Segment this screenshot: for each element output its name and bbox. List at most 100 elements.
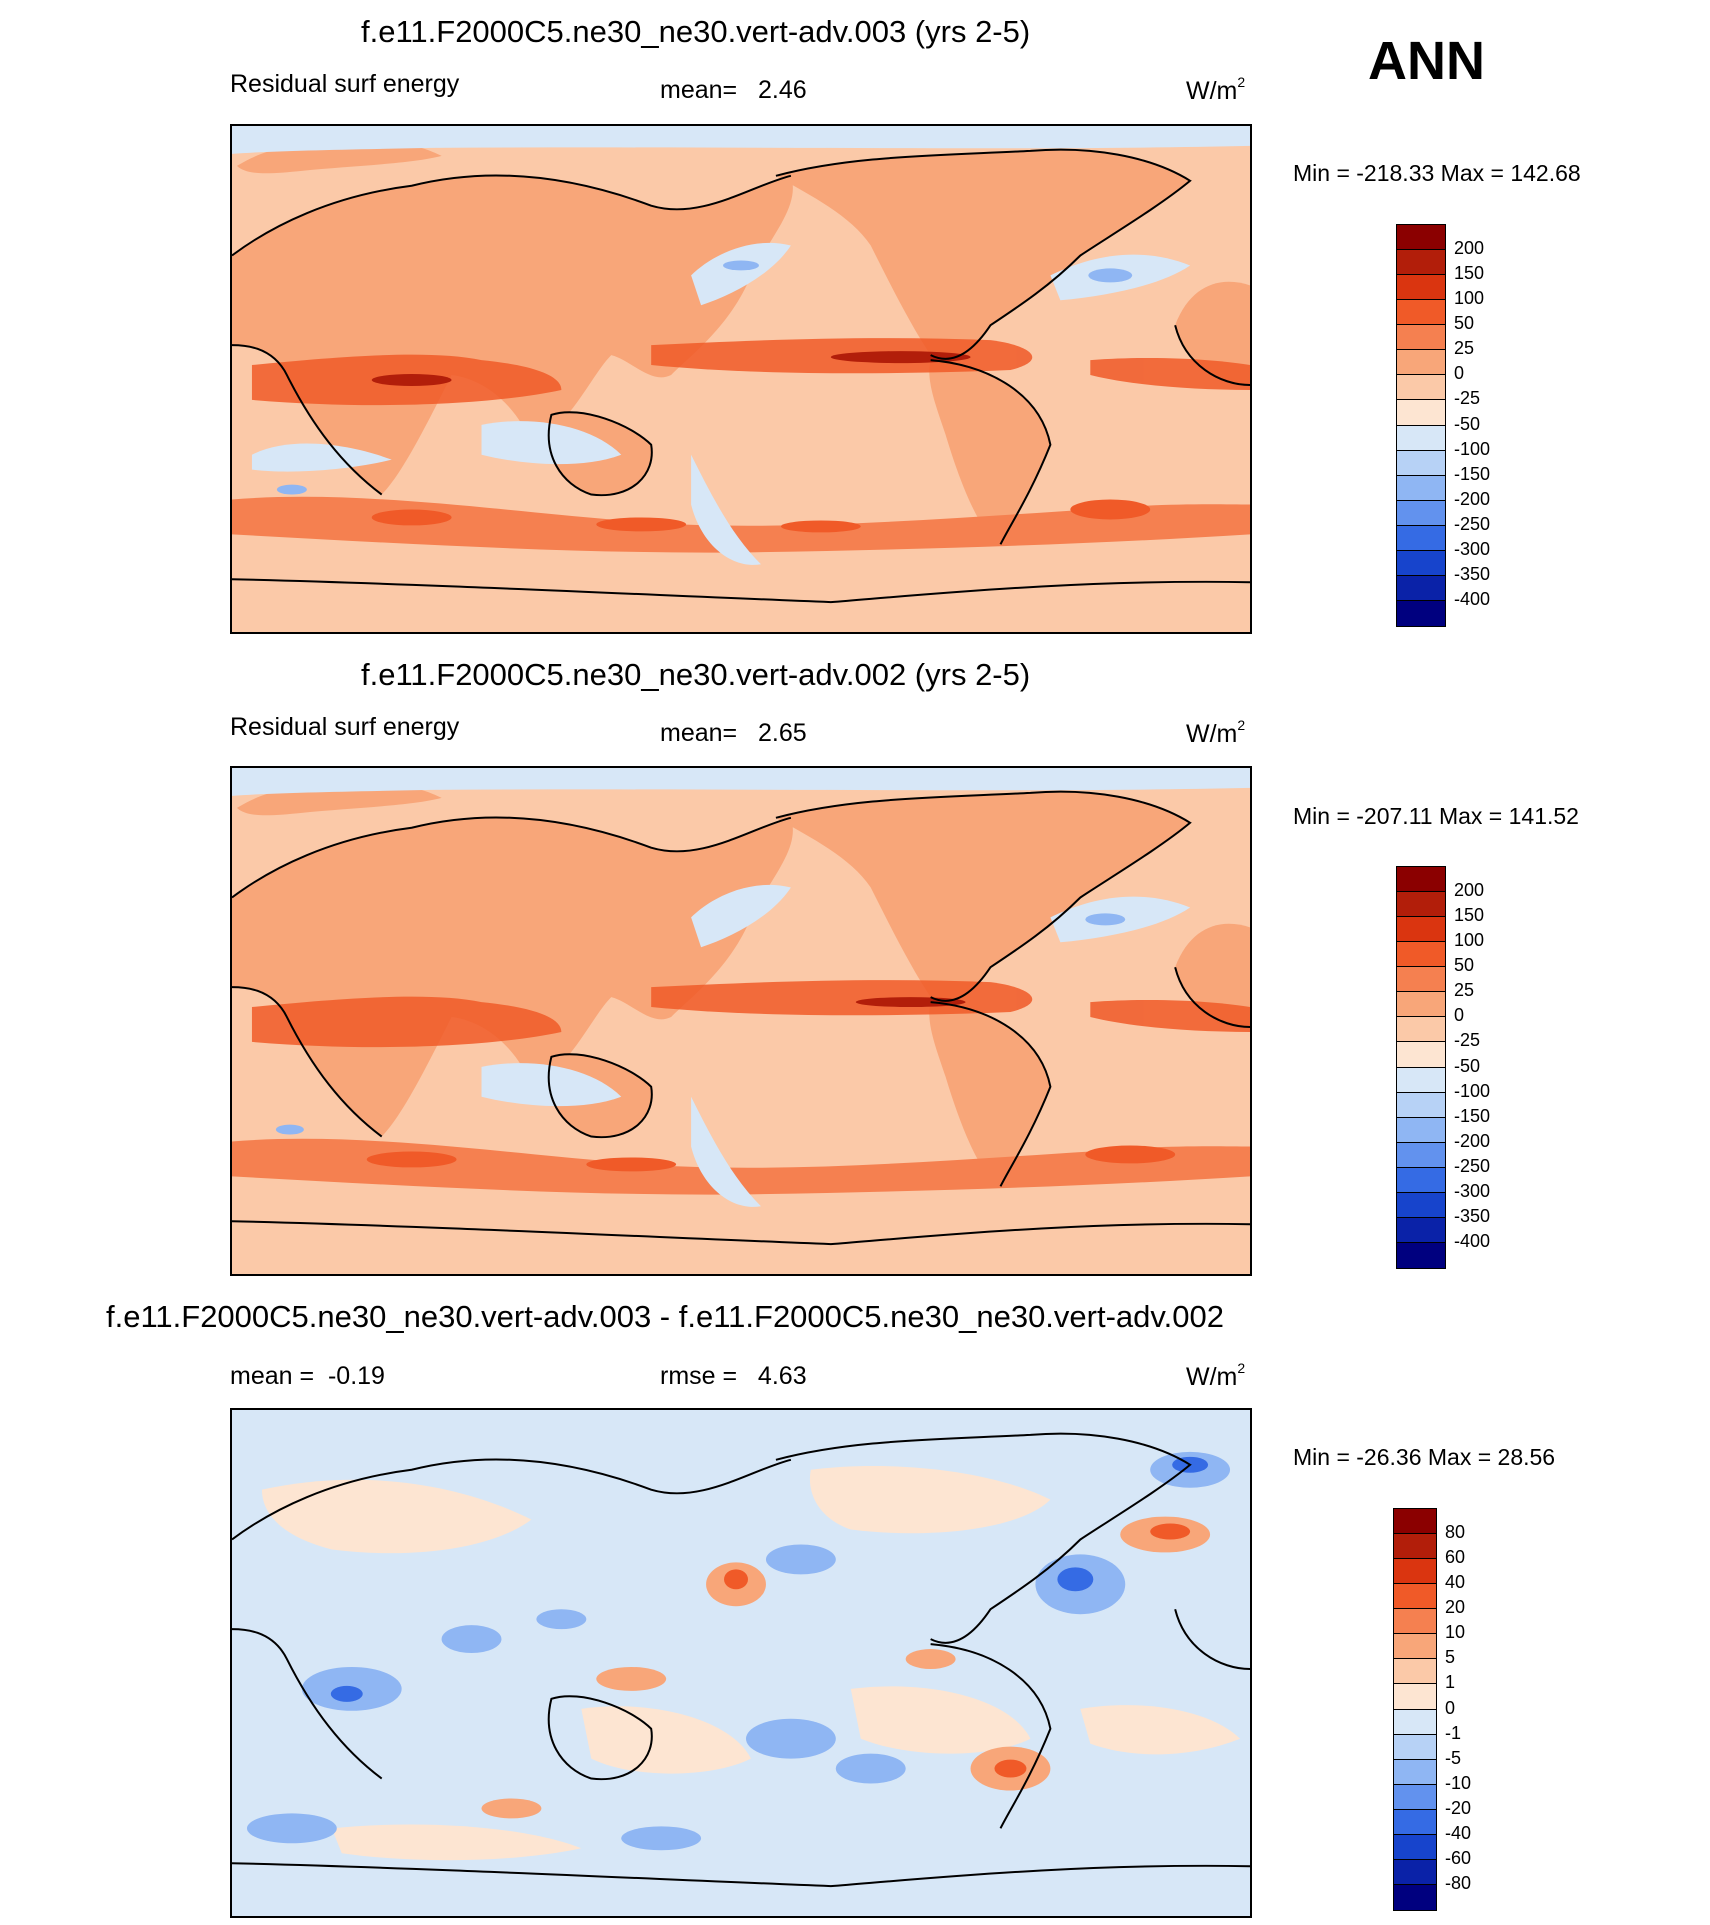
colorbar-label: -60 <box>1445 1847 1472 1868</box>
colorbar-swatch <box>1397 325 1445 351</box>
colorbar-swatch <box>1394 1809 1436 1835</box>
southern-core <box>371 499 1151 533</box>
map-case2 <box>230 766 1252 1276</box>
colorbar-swatch <box>1397 1117 1445 1143</box>
colorbar-label: -150 <box>1454 1105 1491 1126</box>
colorbar-label: -300 <box>1454 1180 1491 1201</box>
colorbar-swatch <box>1394 1784 1436 1810</box>
colorbar-swatch <box>1397 475 1445 501</box>
colorbar-swatch <box>1397 1242 1445 1268</box>
colorbar-swatch <box>1397 867 1445 893</box>
colorbar-label: -350 <box>1454 563 1491 584</box>
cool-core <box>276 260 1133 495</box>
mean-label: mean= 2.65 <box>660 719 807 747</box>
colorbar-swatch <box>1397 1192 1445 1218</box>
colorbar-label: 50 <box>1454 313 1475 334</box>
tropical-band <box>251 980 1250 1048</box>
colorbar-swatch <box>1397 300 1445 326</box>
cool-core <box>275 913 1126 1135</box>
colorbar-label: -200 <box>1454 1130 1491 1151</box>
colorbar-swatch <box>1397 450 1445 476</box>
colorbar-swatch <box>1397 600 1445 626</box>
minmax-label: Min = -207.11 Max = 141.52 <box>1293 803 1579 829</box>
minmax-label: Min = -26.36 Max = 28.56 <box>1293 1444 1556 1470</box>
colorbar-swatch <box>1397 400 1445 426</box>
colorbar-swatch <box>1394 1684 1436 1710</box>
colorbar-swatch <box>1394 1534 1436 1560</box>
season-label: ANN <box>1368 31 1485 91</box>
colorbar-label: -100 <box>1454 1080 1491 1101</box>
southern-core <box>366 1145 1176 1172</box>
colorbar-swatch <box>1397 1142 1445 1168</box>
colorbar-swatch <box>1394 1834 1436 1860</box>
panel-title: f.e11.F2000C5.ne30_ne30.vert-adv.003 - f… <box>106 1299 1224 1334</box>
colorbar-label: 0 <box>1454 1005 1465 1026</box>
colorbar-swatch <box>1397 1017 1445 1043</box>
colorbar-label: -25 <box>1454 1030 1481 1051</box>
strong-negative <box>330 1456 1209 1702</box>
colorbar-label: 60 <box>1445 1547 1466 1568</box>
colorbar-label: 0 <box>1454 363 1465 384</box>
antarctica <box>232 1863 1250 1916</box>
antarctica <box>232 1221 1250 1274</box>
colorbar-swatch <box>1394 1884 1436 1910</box>
coastlines <box>232 1432 1250 1888</box>
southern-band <box>232 496 1250 553</box>
colorbar-swatch <box>1397 375 1445 401</box>
panel-title: f.e11.F2000C5.ne30_ne30.vert-adv.003 (yr… <box>361 14 1031 49</box>
colorbar-label: 10 <box>1445 1622 1466 1643</box>
units-label: W/m2 <box>1186 1360 1246 1391</box>
panel-title: f.e11.F2000C5.ne30_ne30.vert-adv.002 (yr… <box>361 657 1031 692</box>
variable-label: Residual surf energy <box>230 70 460 98</box>
colorbar-swatch <box>1397 575 1445 601</box>
colorbar-label: -40 <box>1445 1822 1472 1843</box>
colorbar-swatch <box>1394 1559 1436 1585</box>
colorbar-swatch <box>1394 1659 1436 1685</box>
colorbar-swatch <box>1397 892 1445 918</box>
rmse-label: rmse = 4.63 <box>660 1362 807 1390</box>
colorbar-label: 200 <box>1454 238 1485 259</box>
colorbar-label: -250 <box>1454 513 1491 534</box>
colorbar-swatch <box>1397 1167 1445 1193</box>
minmax-label: Min = -218.33 Max = 142.68 <box>1293 160 1581 186</box>
colorbar-label: 100 <box>1454 930 1485 951</box>
colorbar-swatch <box>1397 225 1445 251</box>
mean-label: mean = -0.19 <box>230 1362 385 1390</box>
colorbar-swatch <box>1394 1759 1436 1785</box>
colorbar-swatch <box>1397 1217 1445 1243</box>
coastlines <box>232 790 1250 1246</box>
contour-map <box>232 1410 1250 1916</box>
colorbar-label: -350 <box>1454 1205 1491 1226</box>
colorbar-diff <box>1393 1508 1437 1911</box>
colorbar-label: 50 <box>1454 955 1475 976</box>
colorbar-swatch <box>1397 917 1445 943</box>
colorbar-label: 80 <box>1445 1522 1466 1543</box>
colorbar-label: 200 <box>1454 880 1485 901</box>
southern-band <box>232 1138 1250 1195</box>
colorbar-label: 1 <box>1445 1672 1456 1693</box>
colorbar-label: 100 <box>1454 288 1485 309</box>
colorbar-swatch <box>1397 275 1445 301</box>
colorbar-label: -400 <box>1454 1230 1491 1251</box>
colorbar-label: -300 <box>1454 538 1491 559</box>
colorbar-label: -150 <box>1454 463 1491 484</box>
colorbar-swatch <box>1397 942 1445 968</box>
colorbar-label: -50 <box>1454 413 1481 434</box>
colorbar-label: 25 <box>1454 980 1475 1001</box>
colorbar-label: -80 <box>1445 1872 1472 1893</box>
colorbar-label: -20 <box>1445 1797 1472 1818</box>
units-label: W/m2 <box>1186 717 1246 748</box>
colorbar-swatch <box>1397 1042 1445 1068</box>
colorbar-label: 40 <box>1445 1572 1466 1593</box>
colorbar-label: 20 <box>1445 1597 1466 1618</box>
weak-positive <box>261 1466 1241 1861</box>
map-diff <box>230 1408 1252 1918</box>
colorbar-swatch <box>1397 250 1445 276</box>
colorbar-label: 5 <box>1445 1647 1456 1668</box>
colorbar-swatch <box>1394 1859 1436 1885</box>
colorbar-label: -10 <box>1445 1772 1472 1793</box>
colorbar-label: -200 <box>1454 488 1491 509</box>
colorbar-swatch <box>1397 1092 1445 1118</box>
colorbar-label: -100 <box>1454 438 1491 459</box>
colorbar-case1 <box>1396 224 1446 627</box>
